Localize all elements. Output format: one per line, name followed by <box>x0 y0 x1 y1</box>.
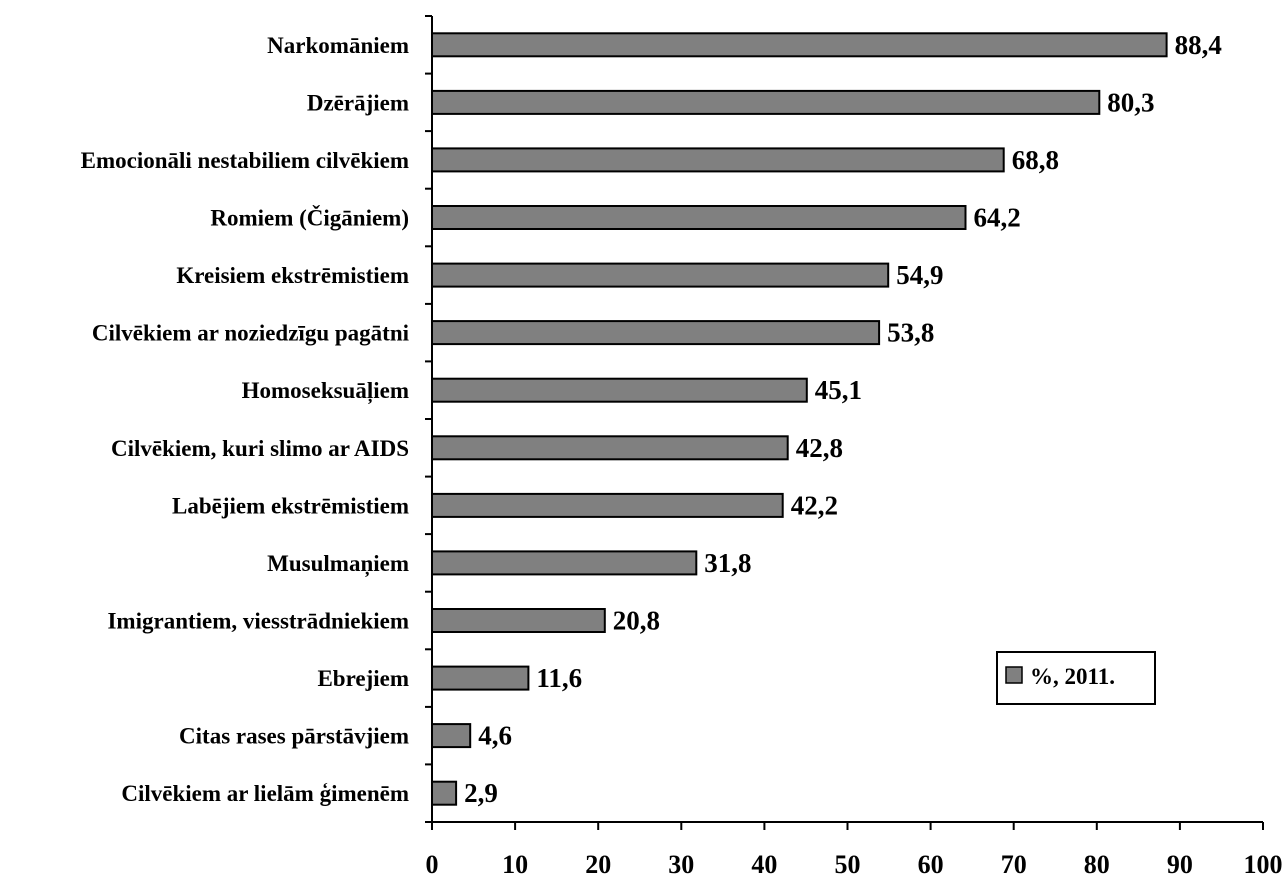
legend: %, 2011. <box>996 651 1156 705</box>
x-tick-label: 60 <box>918 850 944 878</box>
category-label: Narkomāniem <box>267 33 409 58</box>
category-label: Emocionāli nestabiliem cilvēkiem <box>81 148 409 173</box>
category-label: Imigrantiem, viesstrādniekiem <box>107 609 409 634</box>
data-label: 53,8 <box>887 318 934 348</box>
category-label: Cilvēkiem, kuri slimo ar AIDS <box>111 436 409 461</box>
data-label: 68,8 <box>1012 145 1059 175</box>
bar <box>431 492 784 518</box>
bar <box>431 262 890 288</box>
category-label: Kreisiem ekstrēmistiem <box>176 263 409 288</box>
bar <box>431 723 472 749</box>
bar <box>431 780 458 806</box>
bar <box>431 377 808 403</box>
category-label: Cilvēkiem ar lielām ģimenēm <box>121 781 409 806</box>
bar <box>431 147 1005 173</box>
category-label: Ebrejiem <box>317 666 409 691</box>
category-label: Dzērājiem <box>307 90 409 115</box>
bar <box>431 320 881 346</box>
x-tick-label: 20 <box>585 850 611 878</box>
data-label: 88,4 <box>1175 30 1222 60</box>
category-labels: Narkomāniem Dzērājiem Emocionāli nestabili… <box>81 33 410 806</box>
x-tick-label: 0 <box>426 850 439 878</box>
bar <box>431 89 1101 115</box>
category-label: Labējiem ekstrēmistiem <box>172 493 409 518</box>
data-label: 80,3 <box>1107 87 1154 117</box>
bar <box>431 205 967 230</box>
data-label: 42,2 <box>791 490 838 520</box>
data-label: 45,1 <box>815 375 862 405</box>
category-label: Homoseksuāļiem <box>242 378 409 405</box>
x-tick-label: 70 <box>1001 850 1027 878</box>
x-tick-label: 100 <box>1244 850 1283 878</box>
category-label: Musulmaņiem <box>267 551 409 578</box>
data-label: 2,9 <box>464 778 498 808</box>
x-tick-label: 30 <box>668 850 694 878</box>
data-label: 42,8 <box>796 433 843 463</box>
bar <box>431 665 530 691</box>
category-label: Citas rases pārstāvjiem <box>179 724 409 749</box>
data-label: 20,8 <box>613 606 660 636</box>
bar <box>431 608 606 633</box>
x-tick-label: 80 <box>1084 850 1110 878</box>
x-tick-label: 90 <box>1167 850 1193 878</box>
category-label: Romiem (Čigāniem) <box>210 205 409 231</box>
x-tick-label: 50 <box>835 850 861 878</box>
data-label: 64,2 <box>974 203 1021 233</box>
data-label: 11,6 <box>536 663 582 693</box>
x-tick-labels: 0 10 20 30 40 50 60 70 80 90 100 <box>426 850 1283 878</box>
bar <box>431 550 698 576</box>
data-label: 4,6 <box>478 721 512 751</box>
data-label: 31,8 <box>704 548 751 578</box>
category-label: Cilvēkiem ar noziedzīgu pagātni <box>92 321 410 346</box>
bar <box>431 435 789 461</box>
legend-swatch <box>1005 666 1023 684</box>
data-labels: 88,4 80,3 68,8 64,2 54,9 53,8 45,1 42,8 42,2 31,8… <box>464 30 1222 808</box>
axes <box>425 15 1264 830</box>
bar <box>431 32 1168 58</box>
x-tick-label: 10 <box>502 850 528 878</box>
data-label: 54,9 <box>896 260 943 290</box>
x-tick-label: 40 <box>751 850 777 878</box>
legend-series-label: %, 2011. <box>1030 664 1115 689</box>
legend-box <box>996 651 1156 705</box>
